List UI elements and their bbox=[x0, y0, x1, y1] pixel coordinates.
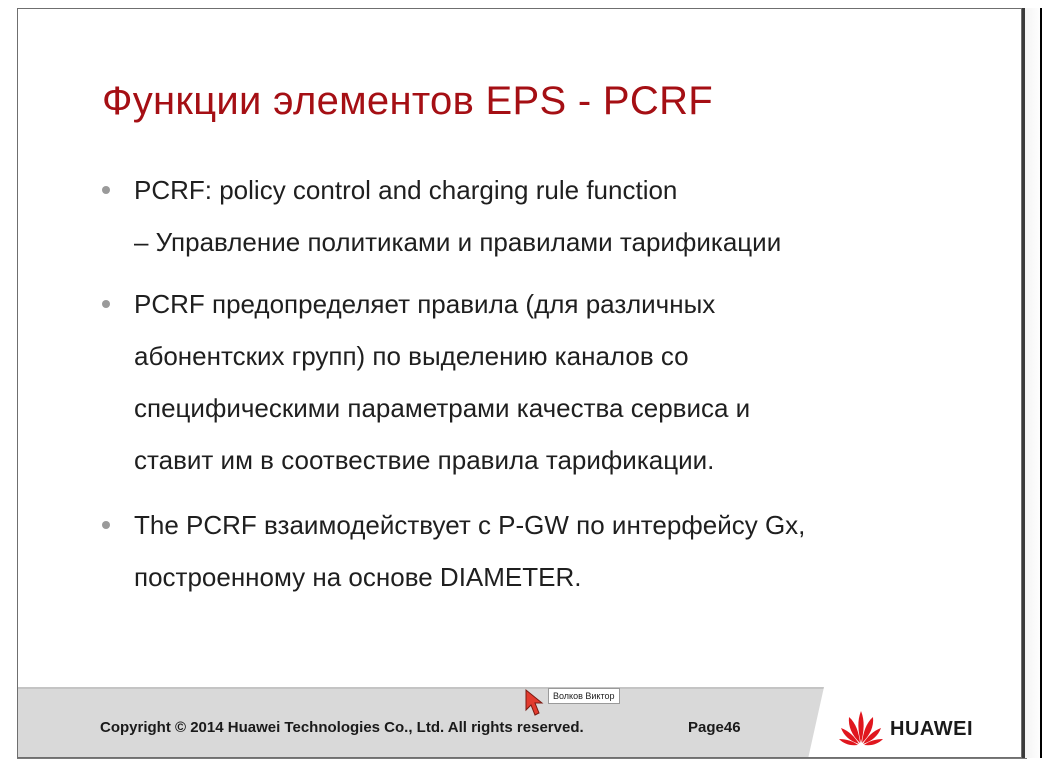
bullet-dot-icon bbox=[102, 186, 110, 194]
page-number: Page46 bbox=[688, 719, 741, 736]
bullet-line: PCRF: policy control and charging rule f… bbox=[134, 164, 954, 216]
bullet-line: абонентских групп) по выделению каналов … bbox=[134, 330, 954, 382]
copyright-text: Copyright © 2014 Huawei Technologies Co.… bbox=[100, 719, 584, 736]
window-edge bbox=[0, 758, 1042, 768]
bullet-text: The PCRF взаимодействует с P-GW по интер… bbox=[134, 499, 954, 603]
cursor-tooltip: Волков Виктор bbox=[548, 688, 620, 704]
bullet-dot-icon bbox=[102, 300, 110, 308]
huawei-logo-text: HUAWEI bbox=[890, 718, 973, 741]
bullet-line: The PCRF взаимодействует с P-GW по интер… bbox=[134, 499, 954, 551]
huawei-logo: HUAWEI bbox=[838, 709, 1008, 749]
window-edge bbox=[1022, 8, 1042, 758]
mouse-pointer-icon bbox=[524, 688, 548, 720]
bullet-line: построенному на основе DIAMETER. bbox=[134, 551, 954, 603]
slide-title: Функции элементов EPS - PCRF bbox=[102, 79, 713, 124]
bullet-line: специфическими параметрами качества серв… bbox=[134, 382, 954, 434]
bullet-line: PCRF предопределяет правила (для различн… bbox=[134, 278, 954, 330]
bullet-line: ставит им в соотвествие правила тарифика… bbox=[134, 434, 954, 486]
sub-bullet-text: – Управление политиками и правилами тари… bbox=[134, 216, 781, 268]
slide: Функции элементов EPS - PCRF PCRF: polic… bbox=[17, 8, 1022, 758]
bullet-dot-icon bbox=[102, 521, 110, 529]
bullet-text: PCRF предопределяет правила (для различн… bbox=[134, 278, 954, 486]
huawei-petals-icon bbox=[838, 709, 884, 749]
bullet-text: PCRF: policy control and charging rule f… bbox=[134, 164, 954, 216]
